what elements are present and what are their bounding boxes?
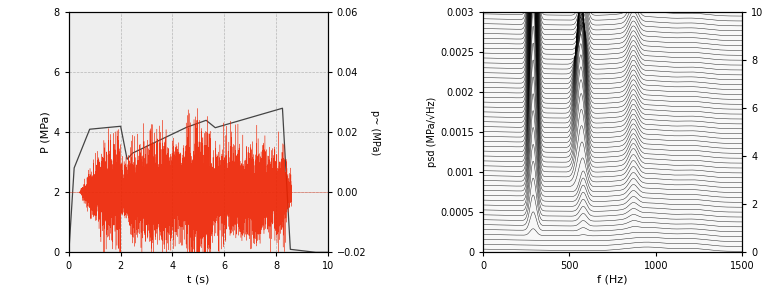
X-axis label: f (Hz): f (Hz): [597, 274, 628, 284]
Y-axis label: psd (MPa/√Hz): psd (MPa/√Hz): [428, 97, 438, 168]
Y-axis label: P (MPa): P (MPa): [41, 111, 50, 153]
X-axis label: t (s): t (s): [187, 274, 210, 284]
Y-axis label: p~ (MPa): p~ (MPa): [370, 110, 380, 155]
